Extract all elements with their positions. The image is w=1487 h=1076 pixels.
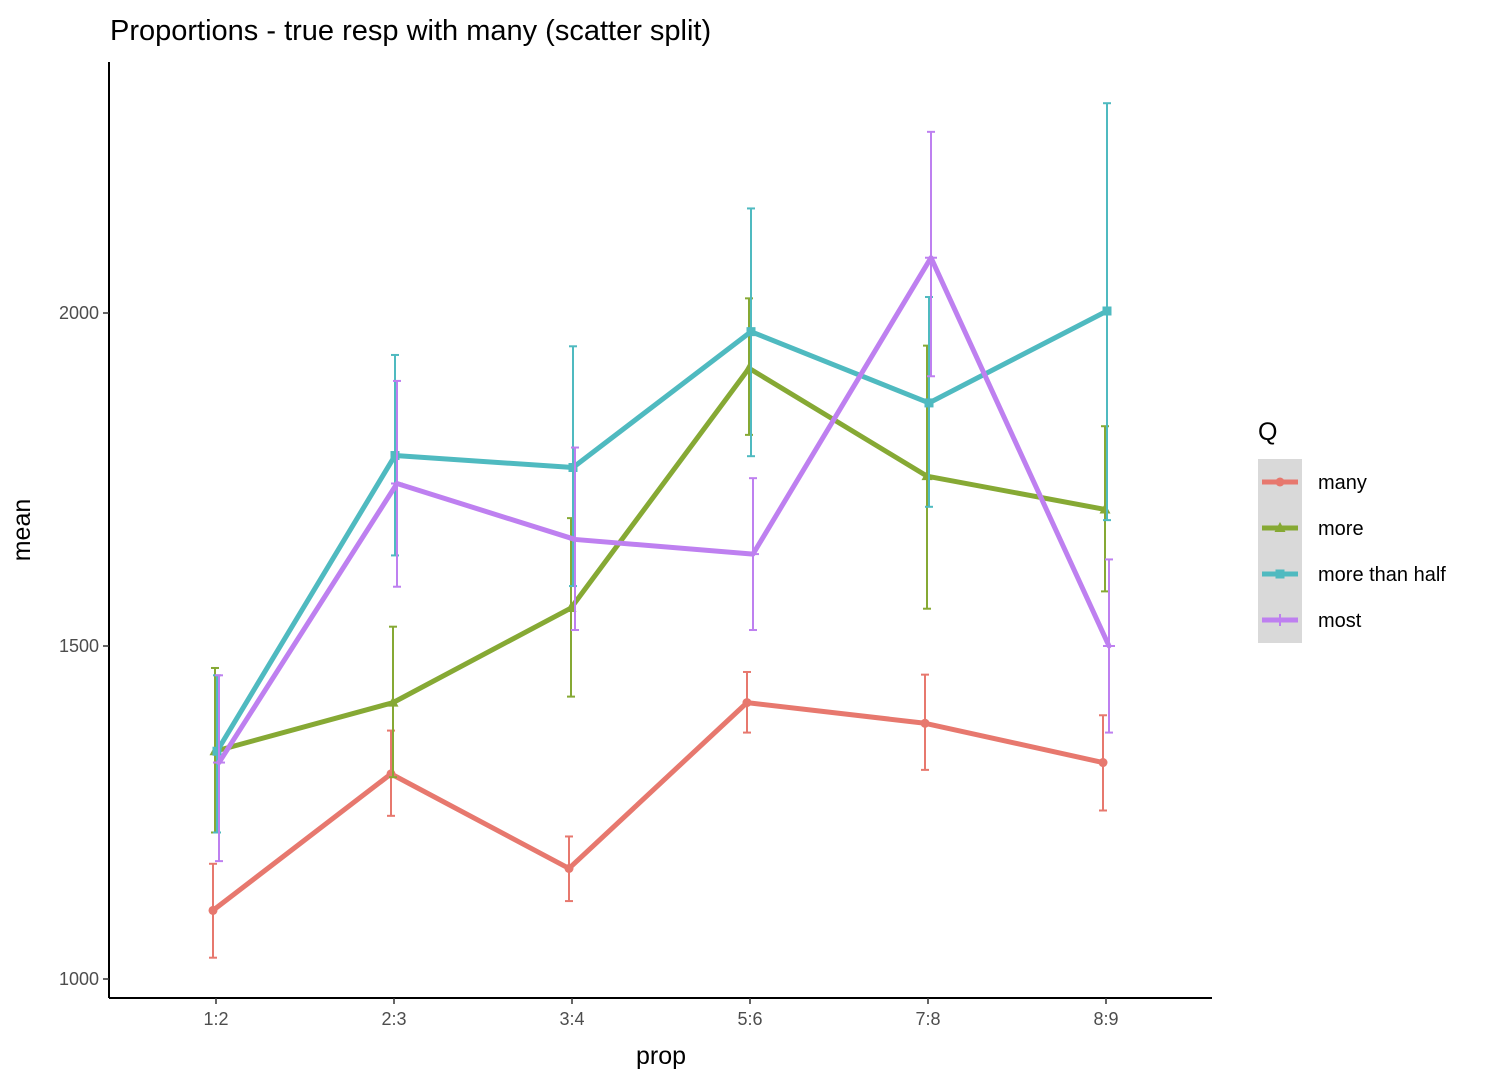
series-more-than-half: [212, 102, 1112, 834]
legend-label: more: [1318, 518, 1364, 540]
legend-item-more: more: [1262, 518, 1364, 540]
data-point: [924, 398, 934, 408]
legend-title: Q: [1258, 418, 1277, 446]
x-axis-title: prop: [636, 1042, 686, 1070]
data-point: [747, 548, 759, 561]
y-axis-title: mean: [8, 499, 36, 562]
x-tick-label: 2:3: [381, 1009, 406, 1029]
y-tick-label: 2000: [59, 303, 99, 323]
data-point: [743, 362, 755, 373]
legend: Q many more more than half most: [1258, 418, 1446, 643]
legend-key-marker: [1275, 569, 1285, 579]
legend-label: many: [1318, 472, 1367, 494]
x-tick-label: 5:6: [737, 1009, 762, 1029]
data-point: [742, 698, 752, 708]
plot-area: 1000 1500 2000 1:2 2:3 3:4 5:6 7:8 8:9: [59, 62, 1212, 1029]
data-point: [925, 251, 937, 264]
legend-key-marker: [1274, 522, 1286, 532]
x-tick-label: 3:4: [559, 1009, 584, 1029]
data-point: [565, 602, 577, 613]
series-most: [213, 130, 1115, 863]
legend-item-many: many: [1262, 472, 1367, 494]
data-point: [387, 696, 399, 707]
legend-label: more than half: [1318, 564, 1446, 586]
legend-key-marker: [1275, 477, 1285, 487]
x-tick-label: 8:9: [1093, 1009, 1118, 1029]
data-point: [208, 905, 218, 915]
data-point: [212, 746, 222, 756]
series-many: [208, 670, 1108, 959]
data-point: [569, 533, 581, 546]
series-line: [210, 700, 1106, 913]
data-point: [390, 451, 400, 461]
series-line: [214, 308, 1110, 754]
series-line: [212, 365, 1108, 754]
y-tick-label: 1500: [59, 636, 99, 656]
data-point: [1103, 640, 1115, 652]
x-tick-label: 7:8: [915, 1009, 940, 1029]
data-point: [213, 756, 225, 769]
data-point: [568, 463, 578, 473]
data-point: [1098, 758, 1108, 768]
data-point: [391, 477, 403, 490]
legend-item-most: most: [1262, 610, 1362, 632]
chart-title: Proportions - true resp with many (scatt…: [110, 15, 711, 47]
data-point: [564, 863, 574, 873]
y-tick-label: 1000: [59, 969, 99, 989]
data-point: [920, 718, 930, 728]
data-point: [1102, 306, 1112, 316]
legend-item-more-than-half: more than half: [1262, 564, 1446, 586]
data-point: [746, 327, 756, 337]
legend-key-background: [1258, 459, 1302, 643]
legend-key-marker: [1274, 614, 1286, 626]
series-more: [209, 297, 1111, 834]
series-line: [216, 255, 1112, 766]
legend-label: most: [1318, 610, 1362, 632]
x-tick-label: 1:2: [203, 1009, 228, 1029]
